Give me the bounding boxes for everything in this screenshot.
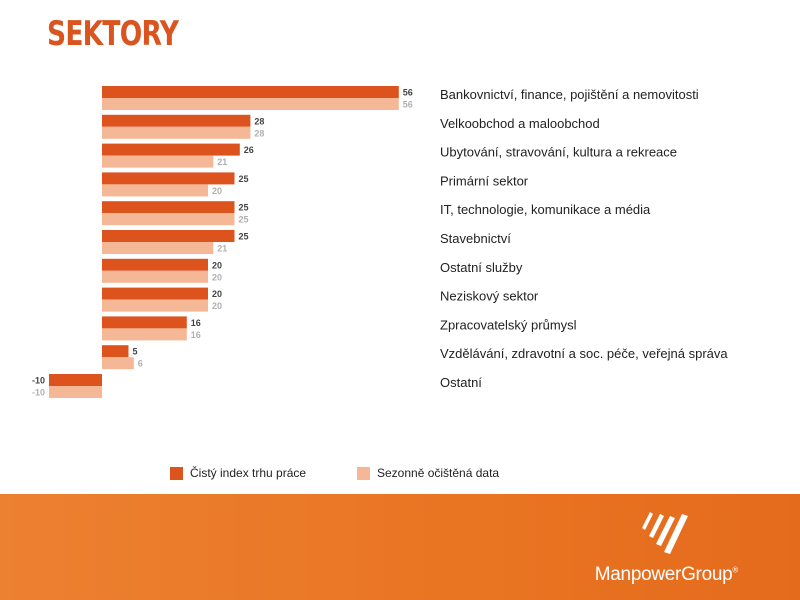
data-label-net-index-3: 25 [239, 174, 249, 184]
legend-swatch-net-index [170, 466, 183, 480]
data-label-net-index-4: 25 [239, 203, 249, 213]
bar-seasonal-4 [102, 213, 235, 226]
category-label-10: Ostatní [440, 375, 482, 390]
bar-net-index-10 [49, 374, 102, 386]
data-label-seasonal-10: -10 [32, 388, 45, 398]
sector-bar-chart: 56 56 Bankovnictví, finance, pojištění a n… [32, 86, 728, 398]
bar-seasonal-0 [102, 98, 399, 110]
bar-net-index-0 [102, 86, 399, 98]
bar-seasonal-2 [102, 155, 214, 168]
bar-net-index-5 [102, 230, 235, 242]
bar-seasonal-7 [102, 299, 208, 312]
data-label-seasonal-1: 28 [254, 128, 264, 138]
category-label-6: Ostatní služby [440, 260, 523, 275]
bar-net-index-4 [102, 201, 235, 214]
category-label-8: Zpracovatelský průmysl [440, 317, 577, 332]
footer-band: ManpowerGroup® [0, 494, 800, 600]
bar-net-index-1 [102, 114, 251, 127]
bar-seasonal-5 [102, 242, 214, 254]
bar-seasonal-9 [102, 357, 134, 370]
category-label-0: Bankovnictví, finance, pojištění a nemov… [440, 87, 699, 102]
category-label-7: Neziskový sektor [440, 289, 539, 304]
data-label-net-index-0: 56 [403, 88, 413, 98]
bar-seasonal-3 [102, 184, 208, 197]
bar-net-index-9 [102, 345, 129, 358]
data-label-seasonal-2: 21 [217, 157, 227, 167]
data-label-seasonal-7: 20 [212, 301, 222, 311]
manpowergroup-logo-icon [642, 512, 688, 554]
brand-name: ManpowerGroup [594, 564, 733, 585]
data-label-net-index-5: 25 [239, 232, 249, 242]
bar-seasonal-10 [49, 386, 102, 398]
category-label-5: Stavebnictví [440, 231, 511, 246]
category-label-4: IT, technologie, komunikace a média [440, 202, 651, 217]
data-label-net-index-1: 28 [254, 116, 264, 126]
bar-seasonal-1 [102, 126, 251, 139]
legend-label-seasonal: Sezonně očištěná data [377, 466, 500, 480]
data-label-seasonal-6: 20 [212, 272, 222, 282]
category-label-2: Ubytování, stravování, kultura a rekreac… [440, 145, 677, 160]
data-label-seasonal-0: 56 [403, 100, 413, 110]
legend-item-seasonal: Sezonně očištěná data [357, 466, 499, 480]
data-label-seasonal-9: 6 [138, 359, 143, 369]
data-label-net-index-8: 16 [191, 318, 201, 328]
legend-swatch-seasonal [357, 466, 370, 480]
data-label-net-index-10: -10 [32, 376, 45, 386]
data-label-net-index-7: 20 [212, 289, 222, 299]
bar-net-index-7 [102, 287, 208, 300]
category-label-9: Vzdělávání, zdravotní a soc. péče, veřej… [440, 346, 728, 361]
data-label-net-index-9: 5 [133, 347, 138, 357]
bar-seasonal-8 [102, 328, 187, 341]
bar-net-index-6 [102, 258, 208, 271]
page-title: SEKTORY [47, 14, 179, 54]
bar-net-index-2 [102, 143, 240, 156]
data-label-seasonal-3: 20 [212, 186, 222, 196]
data-label-net-index-6: 20 [212, 260, 222, 270]
data-label-seasonal-4: 25 [239, 215, 249, 225]
legend-item-net-index: Čistý index trhu práce [170, 466, 306, 480]
data-label-net-index-2: 26 [244, 145, 254, 155]
bar-seasonal-6 [102, 270, 208, 283]
brand-wordmark: ManpowerGroup® [594, 564, 739, 586]
bar-net-index-3 [102, 172, 235, 185]
category-label-3: Primární sektor [440, 173, 529, 188]
bar-net-index-8 [102, 316, 187, 329]
data-label-seasonal-5: 21 [217, 244, 227, 254]
data-label-seasonal-8: 16 [191, 330, 201, 340]
category-label-1: Velkoobchod a maloobchod [440, 116, 600, 131]
brand-trademark: ® [732, 565, 738, 575]
legend-label-net-index: Čistý index trhu práce [190, 466, 307, 480]
